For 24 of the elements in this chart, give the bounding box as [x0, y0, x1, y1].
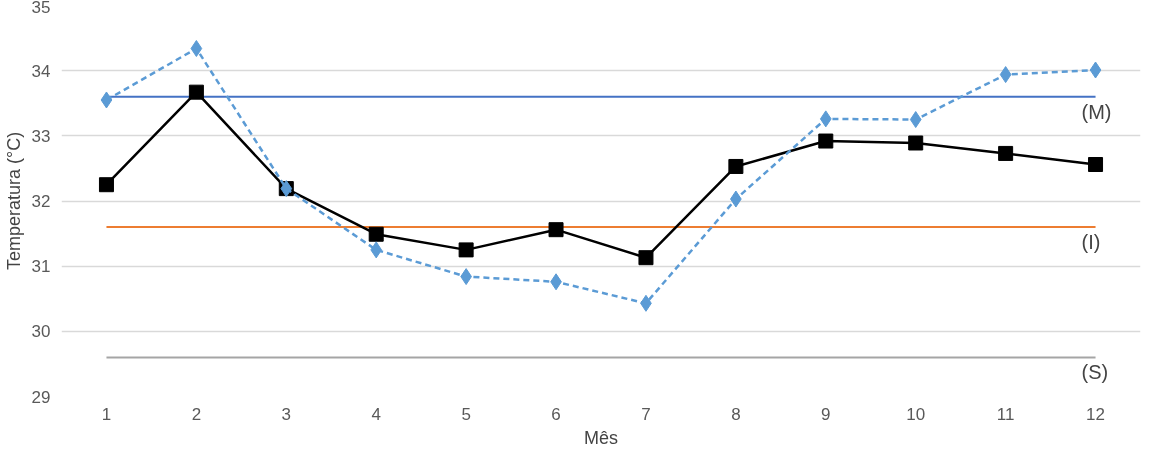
- x-tick-label: 6: [551, 404, 561, 424]
- x-tick-label: 3: [281, 404, 292, 424]
- x-tick-label: 7: [641, 404, 651, 424]
- x-tick-label: 5: [461, 404, 471, 424]
- ref-line-label: (I): [1081, 231, 1101, 254]
- x-tick-label: 8: [731, 404, 741, 424]
- y-tick-label: 29: [31, 387, 51, 407]
- x-tick-label: 9: [821, 404, 831, 424]
- y-tick-label: 33: [31, 126, 51, 146]
- x-axis-title: Mês: [584, 427, 619, 448]
- ref-line-label: (M): [1081, 100, 1112, 123]
- x-tick-label: 1: [101, 404, 112, 424]
- y-tick-label: 31: [31, 257, 51, 277]
- ref-line-label: (S): [1081, 361, 1109, 384]
- x-tick-label: 4: [371, 404, 381, 424]
- x-tick-label: 2: [191, 404, 202, 424]
- x-tick-label: 10: [906, 404, 926, 424]
- y-tick-label: 32: [31, 192, 51, 211]
- y-axis-title: Temperatura (°C): [3, 131, 24, 271]
- y-tick-label: 30: [31, 322, 51, 342]
- x-tick-label: 11: [996, 404, 1015, 424]
- y-tick-label: 34: [31, 61, 51, 81]
- x-tick-label: 12: [1086, 404, 1106, 424]
- y-tick-label: 35: [31, 0, 51, 17]
